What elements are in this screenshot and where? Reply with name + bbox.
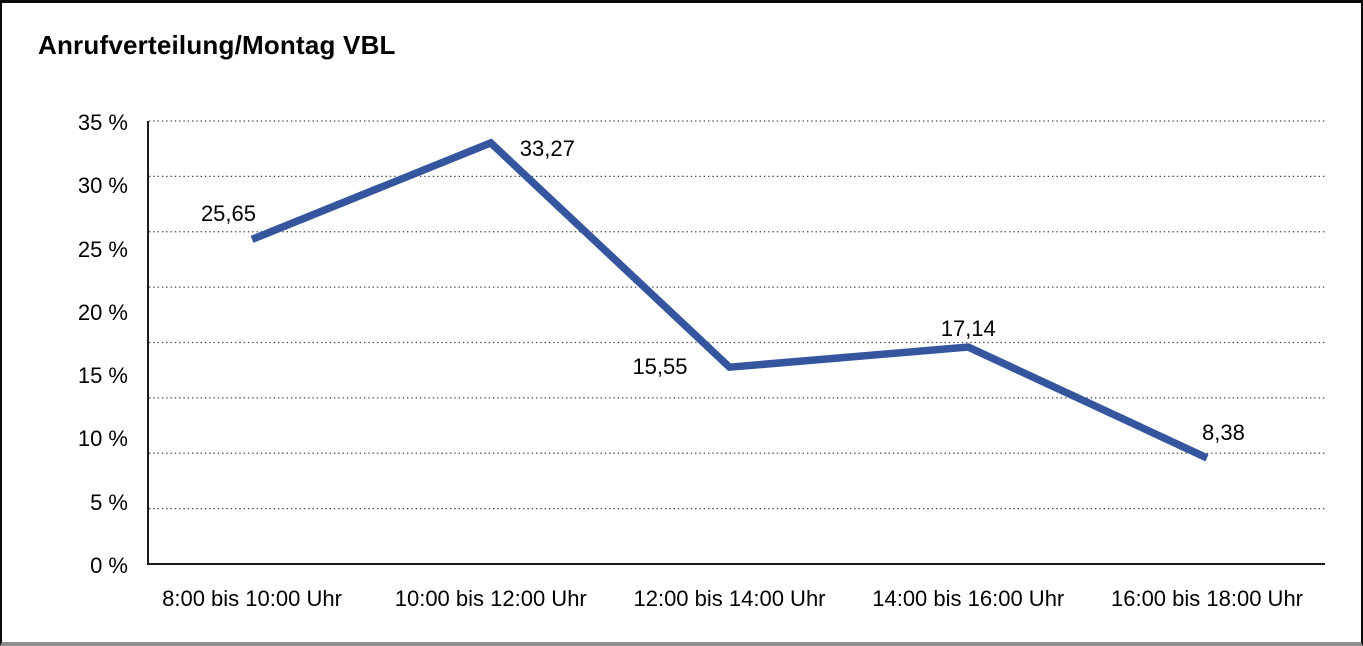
y-tick-label: 0 % xyxy=(90,553,128,578)
x-category-label: 8:00 bis 10:00 Uhr xyxy=(162,586,342,611)
data-series-line xyxy=(250,138,1209,462)
y-tick-label: 25 % xyxy=(77,236,128,262)
y-tick-label: 5 % xyxy=(90,489,128,515)
y-tick-label: 20 % xyxy=(77,299,128,325)
line-chart-canvas xyxy=(147,120,1325,565)
data-point-label: 17,14 xyxy=(940,316,996,342)
y-tick-label: 30 % xyxy=(77,173,128,199)
data-point-label: 15,55 xyxy=(632,354,688,380)
x-category-label: 10:00 bis 12:00 Uhr xyxy=(394,586,587,611)
x-category-label: 14:00 bis 16:00 Uhr xyxy=(872,586,1065,611)
x-category-label: 12:00 bis 14:00 Uhr xyxy=(633,586,826,611)
y-tick-label: 35 % xyxy=(77,110,128,135)
x-category-label: 16:00 bis 18:00 Uhr xyxy=(1110,586,1304,611)
chart-title: Anrufverteilung/Montag VBL xyxy=(38,30,396,60)
data-point-label: 33,27 xyxy=(519,135,575,161)
data-point-label: 8,38 xyxy=(1202,419,1245,445)
y-tick-label: 15 % xyxy=(77,363,128,389)
y-tick-label: 10 % xyxy=(77,426,128,452)
data-point-label: 25,65 xyxy=(200,201,256,227)
